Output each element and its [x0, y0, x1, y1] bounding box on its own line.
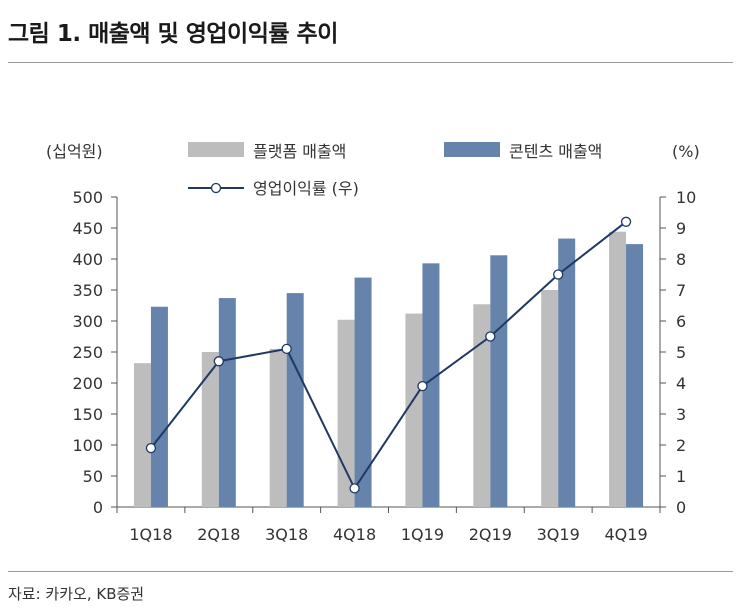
- operating-margin-point: [620, 216, 632, 227]
- legend-swatch-margin-marker: [210, 182, 222, 194]
- legend-label-platform: 플랫폼 매출액: [253, 142, 346, 161]
- left-tick-label: 350: [72, 281, 103, 300]
- operating-margin-point: [213, 356, 224, 367]
- content-revenue-bar: [286, 293, 304, 507]
- legend-swatch-platform: [188, 142, 244, 157]
- content-revenue-bar: [490, 255, 508, 507]
- legend-label-content: 콘텐츠 매출액: [509, 142, 602, 161]
- right-tick-label: 9: [676, 219, 686, 238]
- platform-revenue-bar: [541, 290, 559, 507]
- operating-margin-line: [150, 221, 627, 491]
- operating-margin-point: [485, 331, 496, 342]
- left-tick-label: 450: [72, 219, 103, 238]
- platform-revenue-bar: [201, 352, 219, 507]
- left-tick-label: 400: [72, 250, 103, 269]
- legend-label-margin: 영업이익률 (우): [253, 179, 359, 198]
- content-revenue-bar: [558, 238, 576, 508]
- content-revenue-bar: [422, 263, 440, 507]
- operating-margin-point: [281, 343, 292, 355]
- right-tick-label: 0: [676, 498, 686, 517]
- x-tick-label: 3Q18: [265, 525, 308, 544]
- content-revenue-bar: [218, 298, 236, 507]
- right-tick-label: 1: [676, 467, 686, 486]
- left-tick-label: 0: [93, 498, 103, 517]
- right-axis-unit: (%): [672, 142, 700, 161]
- left-tick-label: 250: [72, 343, 103, 362]
- operating-margin-point: [145, 442, 157, 454]
- left-tick-label: 50: [83, 467, 103, 486]
- x-tick-label: 4Q19: [604, 525, 647, 544]
- left-tick-label: 200: [72, 374, 103, 393]
- x-tick-label: 1Q19: [401, 525, 444, 544]
- content-revenue-bar: [626, 244, 644, 507]
- revenue-margin-chart: 0 50 100 150 200 250 300 350 400 450 500 0 1 2 3 4 5 6 7 8 9…: [46, 142, 700, 544]
- title-divider: [8, 62, 733, 63]
- operating-margin-point: [553, 269, 564, 280]
- platform-revenue-bar: [609, 231, 627, 507]
- platform-revenue-bar: [133, 363, 151, 507]
- platform-revenue-bar: [473, 304, 491, 507]
- left-tick-label: 500: [72, 188, 103, 207]
- x-tick-label: 4Q18: [333, 525, 376, 544]
- legend-swatch-content: [444, 142, 500, 157]
- left-tick-label: 100: [72, 436, 103, 455]
- left-tick-label: 300: [72, 312, 103, 331]
- platform-revenue-bar: [405, 313, 423, 507]
- operating-margin-point: [349, 483, 360, 494]
- left-tick-label: 150: [72, 405, 103, 424]
- right-tick-label: 7: [676, 281, 686, 300]
- x-tick-label: 1Q18: [129, 525, 172, 544]
- x-tick-label: 3Q19: [537, 525, 580, 544]
- operating-margin-point: [417, 380, 428, 392]
- content-revenue-bar: [150, 306, 168, 507]
- right-tick-label: 5: [676, 343, 686, 362]
- x-tick-label: 2Q18: [197, 525, 240, 544]
- right-tick-label: 3: [676, 405, 686, 424]
- right-tick-label: 4: [676, 374, 686, 393]
- content-revenue-bar: [354, 277, 372, 507]
- platform-revenue-bar: [337, 319, 355, 507]
- right-tick-label: 6: [676, 312, 686, 331]
- x-tick-label: 2Q19: [469, 525, 512, 544]
- right-tick-label: 10: [676, 188, 696, 207]
- figure-title: 그림 1. 매출액 및 영업이익률 추이: [8, 21, 338, 47]
- source-note: 자료: 카카오, KB증권: [8, 585, 145, 603]
- platform-revenue-bar: [269, 348, 287, 507]
- source-divider: [8, 571, 733, 572]
- left-axis-unit: (십억원): [46, 142, 103, 161]
- right-tick-label: 2: [676, 436, 686, 455]
- right-tick-label: 8: [676, 250, 686, 269]
